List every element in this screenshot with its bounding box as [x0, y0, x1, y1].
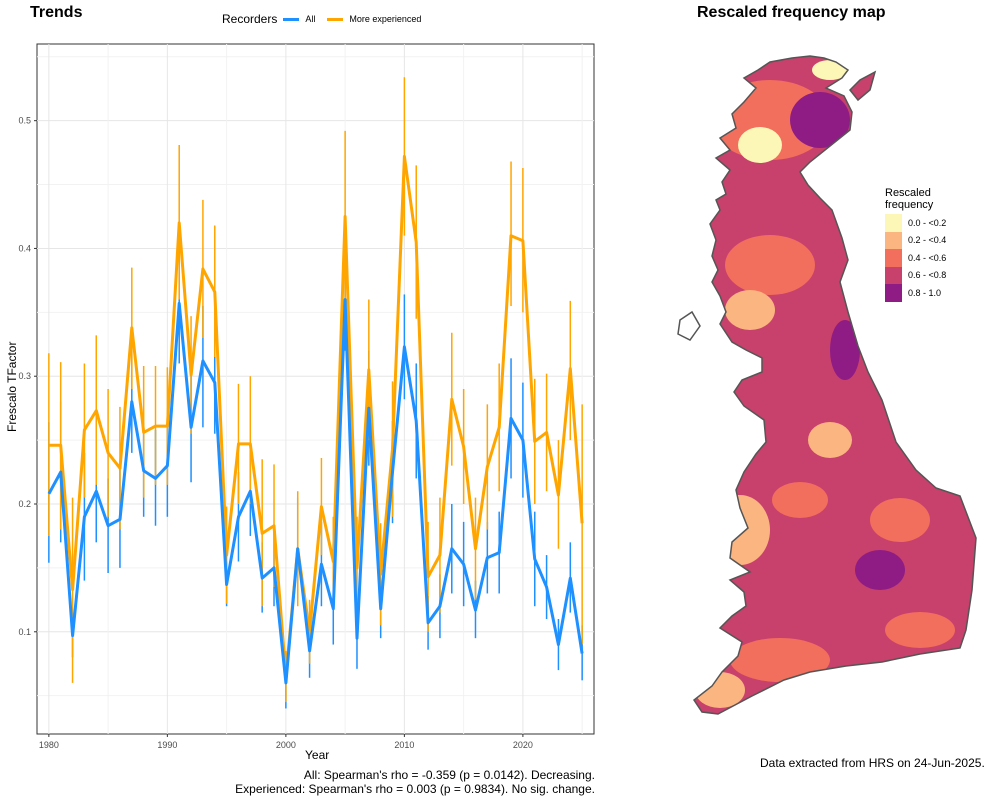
map-legend-row: 0.4 - <0.6: [885, 249, 946, 267]
orkney-islands: [848, 70, 877, 102]
chart-legend: Recorders All More experienced: [222, 12, 427, 26]
map-legend: Rescaled frequency 0.0 - <0.2 0.2 - <0.4…: [885, 187, 946, 302]
legend-swatch-label: 0.4 - <0.6: [908, 252, 947, 263]
stats-footer: All: Spearman's rho = -0.359 (p = 0.0142…: [235, 768, 595, 796]
y-tick-label: 0.2: [18, 499, 31, 509]
legend-swatch: [885, 249, 902, 267]
series-line-all: [47, 298, 584, 685]
legend-swatch-label: 0.0 - <0.2: [908, 217, 947, 228]
trends-title: Trends: [30, 4, 83, 21]
frequency-map: [677, 55, 977, 715]
y-tick-label: 0.1: [18, 627, 31, 637]
map-title: Rescaled frequency map: [697, 4, 886, 21]
legend-swatch-label: 0.2 - <0.4: [908, 235, 947, 246]
y-axis-label: Frescalo TFactor: [5, 341, 19, 432]
legend-swatch-label: 0.6 - <0.8: [908, 270, 947, 281]
y-tick-label: 0.3: [18, 371, 31, 381]
x-tick-label: 2000: [276, 740, 296, 750]
western-isles: [677, 310, 701, 341]
legend-key-all: [283, 17, 300, 21]
source-note: Data extracted from HRS on 24-Jun-2025.: [760, 756, 985, 770]
legend-swatch: [885, 266, 902, 284]
trend-chart: 0.1 0.2 0.3 0.4 0.5 1980 1990 2000 2010 2020: [18, 43, 595, 750]
grid-layer: [37, 44, 594, 734]
map-fill: [694, 56, 976, 714]
legend-swatch-label: 0.8 - 1.0: [908, 287, 942, 298]
x-tick-label: 1990: [157, 740, 177, 750]
stats-experienced: Experienced: Spearman's rho = 0.003 (p =…: [235, 782, 595, 796]
x-tick-label: 2020: [513, 740, 533, 750]
map-legend-row: 0.2 - <0.4: [885, 231, 947, 249]
x-axis-label: Year: [305, 748, 330, 762]
legend-swatch: [885, 231, 902, 249]
legend-key-experienced: [327, 17, 344, 21]
map-legend-row: 0.6 - <0.8: [885, 266, 947, 284]
axis-layer: 0.1 0.2 0.3 0.4 0.5 1980 1990 2000 2010 2020: [18, 116, 532, 750]
y-tick-label: 0.5: [18, 116, 31, 126]
legend-swatch: [885, 284, 902, 302]
legend-label-all: All: [305, 14, 316, 24]
y-tick-label: 0.4: [18, 243, 31, 253]
map-legend-row: 0.0 - <0.2: [885, 214, 946, 232]
legend-swatch: [885, 214, 902, 232]
series-line-experienced: [48, 154, 584, 678]
stats-all: All: Spearman's rho = -0.359 (p = 0.0142…: [303, 768, 595, 782]
x-tick-label: 1980: [39, 740, 59, 750]
legend-label-experienced: More experienced: [349, 14, 422, 24]
map-legend-row: 0.8 - 1.0: [885, 284, 946, 302]
series-layer: [47, 154, 584, 685]
legend-title: Recorders: [222, 12, 278, 26]
map-legend-title: Rescaled frequency: [885, 187, 934, 211]
x-tick-label: 2010: [394, 740, 414, 750]
